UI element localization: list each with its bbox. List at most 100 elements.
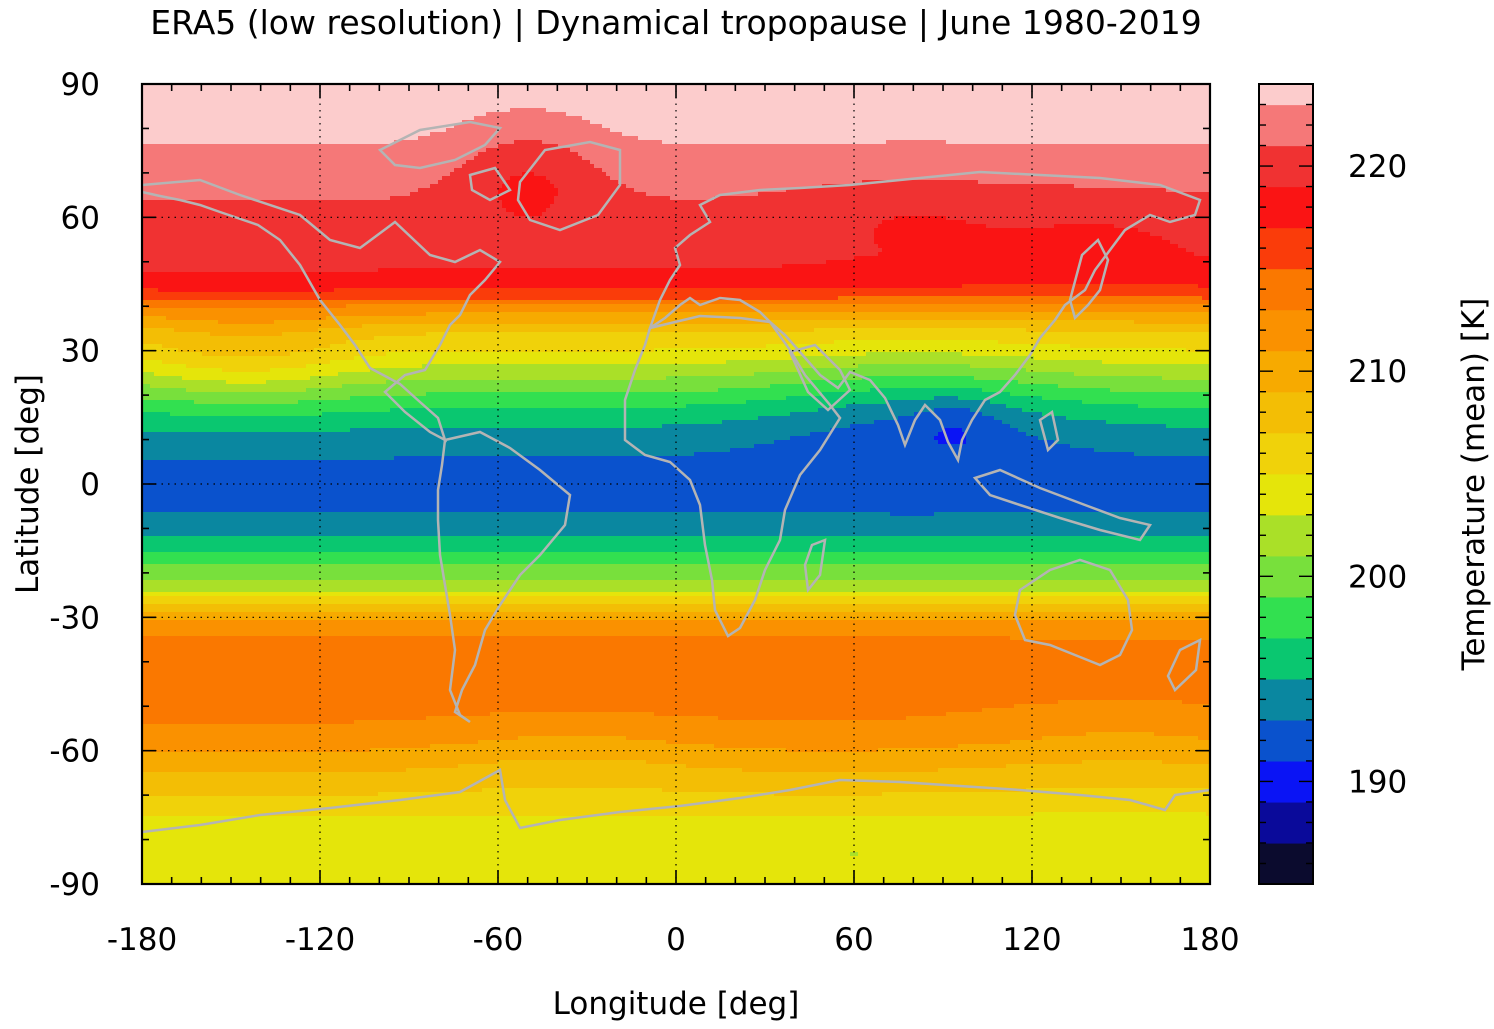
colorbar-ticks: 220 210 200 190 [1259, 103, 1407, 865]
field-cell [1206, 812, 1210, 817]
field-cell [322, 412, 791, 417]
field-cell [914, 412, 983, 417]
field-cell [142, 448, 731, 453]
x-tick-label: 180 [1180, 922, 1239, 958]
field-cell [142, 688, 1210, 693]
field-cell [546, 108, 1210, 113]
field-cell [142, 728, 1210, 733]
coastline-madagascar [803, 538, 827, 594]
field-cell [982, 388, 1111, 393]
field-cell [670, 196, 715, 201]
field-cell [474, 156, 583, 161]
field-cell [182, 376, 311, 381]
field-cell [142, 712, 491, 717]
field-cell [142, 764, 459, 769]
colorbar-swatch [1259, 842, 1313, 885]
field-cell [210, 332, 283, 337]
field-cell [982, 708, 1210, 713]
field-cell [754, 372, 1075, 377]
field-cell [850, 424, 1011, 429]
field-cell [306, 364, 423, 369]
field-cell [714, 196, 1210, 201]
field-cell [1178, 244, 1210, 249]
coastlines [142, 120, 1210, 834]
field-cell [758, 416, 899, 421]
field-cell [142, 504, 1210, 509]
field-cell [474, 116, 583, 121]
field-cell [354, 356, 795, 361]
coastline-europe-asia [647, 170, 1202, 464]
field-cell [142, 308, 1210, 313]
field-cell [514, 212, 543, 217]
field-cell [714, 744, 959, 749]
field-cell [638, 136, 1210, 141]
field-cell [1066, 416, 1210, 421]
field-cell [142, 396, 351, 401]
field-cell [142, 704, 1015, 709]
coastline-new-zealand [1166, 637, 1202, 693]
field-cell [878, 244, 1179, 249]
field-cell [1038, 436, 1210, 441]
field-cell [974, 376, 1163, 381]
field-cell [1202, 296, 1210, 301]
field-cell [142, 580, 1210, 585]
field-cell [790, 412, 915, 417]
field-cell [874, 240, 1171, 245]
field-cell [1082, 760, 1163, 765]
field-cell [406, 768, 743, 773]
field-cell [266, 380, 387, 385]
field-cell [1094, 448, 1210, 453]
field-cell [1026, 328, 1210, 333]
x-tick-label: -60 [473, 922, 524, 958]
field-cell [850, 852, 859, 857]
field-cell [142, 848, 1210, 853]
colorbar-swatch [1259, 432, 1313, 475]
field-cell [274, 320, 771, 325]
colorbar-tick-label: 210 [1348, 354, 1407, 390]
field-cell [426, 312, 1210, 317]
x-tick-label: -180 [107, 922, 177, 958]
colorbar-swatch [1259, 309, 1313, 352]
field-cell [142, 288, 159, 293]
field-cell [774, 792, 883, 797]
field-cell [874, 228, 1139, 233]
field-cell [142, 132, 431, 137]
coastline-antarctica [142, 768, 1210, 834]
field-cell [666, 740, 1011, 745]
field-cell [142, 284, 963, 289]
field-cell [142, 256, 855, 261]
field-cell [142, 796, 1210, 801]
field-cell [142, 212, 515, 217]
field-cell [298, 400, 747, 405]
field-cell [1010, 424, 1167, 429]
field-cell [1026, 432, 1210, 437]
field-cell [306, 388, 719, 393]
field-cell [550, 204, 1210, 209]
field-cell [578, 152, 1210, 157]
field-cell [946, 140, 1210, 145]
field-cell [558, 144, 1210, 149]
field-cell [142, 100, 1210, 105]
field-cell [142, 188, 419, 193]
field-cell [142, 336, 375, 341]
field-cell [1150, 232, 1210, 237]
field-cell [378, 268, 1210, 273]
field-cell [142, 608, 1210, 613]
field-cell [142, 148, 487, 153]
field-cell [142, 520, 1210, 525]
field-cell [498, 196, 555, 201]
field-cell [142, 392, 427, 397]
field-cell [822, 184, 1075, 189]
field-cell [958, 744, 1210, 749]
colorbar-tick-label: 220 [1348, 149, 1407, 185]
field-cell [430, 744, 715, 749]
field-cell [142, 104, 1210, 109]
field-cell [1134, 320, 1210, 325]
field-cell [790, 436, 935, 441]
y-tick-label: 0 [80, 467, 100, 503]
field-cell [966, 436, 1039, 441]
field-cell [662, 140, 887, 145]
field-cell [142, 716, 427, 721]
field-cell [142, 652, 1210, 657]
field-cell [142, 244, 879, 249]
